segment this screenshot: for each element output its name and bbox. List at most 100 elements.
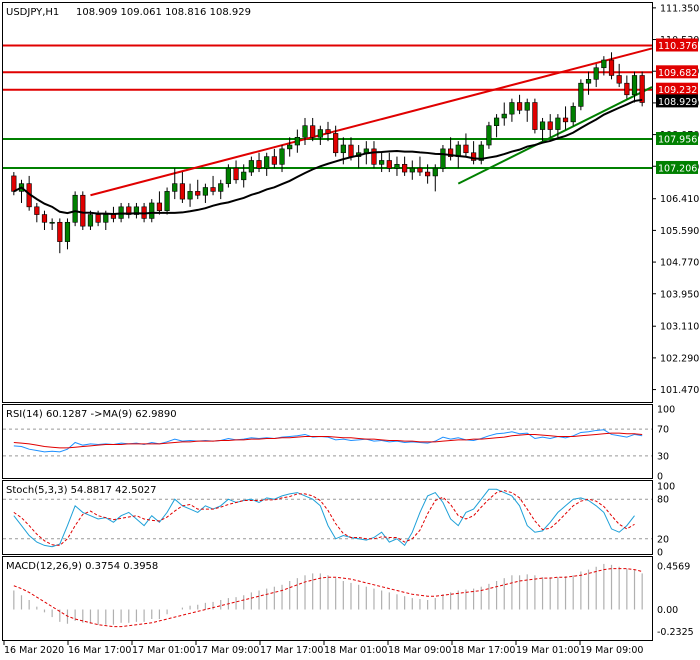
level-tag — [656, 160, 698, 174]
candle-body — [41, 214, 48, 223]
time-tick-label: 19 Mar 09:00 — [580, 645, 643, 656]
candle-body — [57, 221, 63, 242]
candle-body — [562, 117, 569, 123]
candle-body — [325, 129, 331, 134]
candle-body — [218, 183, 224, 192]
rsi-label: RSI(14) 60.1287 ->MA(9) 62.9890 — [6, 409, 177, 420]
candle-body — [463, 144, 469, 154]
candle-body — [264, 156, 270, 169]
candle-body — [210, 187, 216, 192]
candle-body — [241, 171, 247, 181]
macd-label: MACD(12,26,9) 0.3754 0.3958 — [6, 561, 158, 572]
candle-body — [95, 214, 101, 223]
candle-body — [470, 152, 477, 161]
candle-body — [317, 129, 323, 138]
ma-line — [13, 98, 643, 216]
candle-body — [310, 125, 316, 138]
candle-body — [432, 167, 438, 177]
time-tick-label: 16 Mar 17:00 — [68, 645, 131, 656]
candle-body — [524, 102, 530, 111]
candle-body — [302, 125, 308, 138]
candle-body — [80, 194, 86, 227]
level-tag-label: 107.956 — [658, 134, 697, 145]
candle-body — [187, 191, 193, 200]
level-tag-label: 107.206 — [658, 163, 697, 174]
candle-body — [156, 202, 163, 211]
stoch-label: Stoch(5,3,3) 54.8817 42.5027 — [6, 485, 157, 496]
main-panel-frame — [2, 2, 653, 403]
candle-body — [624, 82, 630, 96]
level-tag — [656, 38, 698, 52]
candle-body — [516, 102, 523, 111]
candle-body — [578, 82, 584, 107]
price-axis: 111.350110.530109.710108.890108.070107.2… — [652, 3, 699, 396]
macd-tick-label: -0.2325 — [657, 627, 694, 638]
indicator-tick-label: 30 — [657, 451, 669, 462]
indicator-tick-label: 80 — [657, 495, 669, 506]
price-tick-label: 106.410 — [660, 194, 699, 205]
candle-body — [379, 160, 385, 165]
horizontal-levels — [3, 44, 652, 169]
price-tick-label: 103.950 — [660, 289, 699, 300]
candle-body — [34, 206, 40, 215]
candle-body — [64, 221, 71, 242]
candle-body — [448, 148, 454, 157]
indicator-tick-label: 20 — [657, 534, 669, 545]
candle-body — [333, 133, 339, 154]
macd-tick-label: 0.00 — [657, 605, 678, 616]
time-tick-label: 18 Mar 17:00 — [452, 645, 515, 656]
macd-panel: 0.4569 0.00 -0.2325 — [13, 562, 694, 638]
candle-body — [72, 194, 78, 223]
ohlc-header: 108.909 109.061 108.816 108.929 — [76, 7, 251, 18]
candle-body — [394, 164, 400, 169]
candlesticks — [11, 52, 645, 254]
candle-body — [87, 214, 94, 227]
candle-body — [172, 183, 178, 192]
candle-body — [340, 144, 346, 154]
candle-body — [271, 156, 277, 165]
stoch-panel-frame — [2, 480, 653, 555]
price-tick-label: 104.770 — [660, 258, 699, 269]
candle-body — [49, 221, 55, 224]
candle-body — [202, 187, 208, 196]
level-tag-label: 109.232 — [658, 85, 697, 96]
price-tick-label: 105.590 — [660, 226, 699, 237]
candle-body — [225, 167, 231, 184]
candle-body — [256, 160, 262, 169]
symbol-header: USDJPY,H1 — [6, 7, 59, 18]
rsi-panel: 100 70 30 0 — [3, 405, 675, 483]
candle-body — [547, 121, 553, 130]
trendlines — [90, 47, 653, 197]
candle-body — [164, 191, 170, 211]
candle-body — [195, 191, 201, 196]
candle-body — [532, 102, 538, 130]
candle-body — [570, 106, 576, 123]
time-tick-label: 19 Mar 01:00 — [516, 645, 579, 656]
indicator-tick-label: 100 — [657, 482, 675, 493]
candle-body — [486, 125, 492, 146]
level-tag-label: 110.376 — [658, 41, 697, 52]
rsi-line — [13, 429, 643, 453]
candle-body — [478, 144, 484, 161]
moving-average — [13, 98, 643, 216]
candle-body — [402, 164, 408, 173]
candle-body — [555, 117, 561, 130]
candle-body — [493, 117, 500, 126]
last-price-tag — [656, 94, 698, 108]
last-price-label: 108.929 — [658, 97, 697, 108]
macd-panel-frame — [2, 556, 653, 641]
trendline — [90, 47, 653, 197]
level-tag — [656, 131, 698, 145]
candle-body — [11, 175, 17, 192]
candle-body — [233, 167, 239, 181]
candle-body — [386, 160, 392, 169]
time-axis: 16 Mar 2020 16 Mar 17:00 17 Mar 01:00 17 Ma… — [3, 641, 643, 656]
level-tag-label: 109.682 — [658, 68, 697, 79]
time-tick-label: 18 Mar 01:00 — [324, 645, 387, 656]
trendline — [457, 86, 653, 185]
candle-body — [608, 59, 615, 76]
candle-body — [425, 171, 431, 177]
candle-body — [179, 183, 186, 200]
candle-body — [279, 148, 285, 165]
stoch-panel: 100 80 20 0 — [3, 482, 675, 559]
